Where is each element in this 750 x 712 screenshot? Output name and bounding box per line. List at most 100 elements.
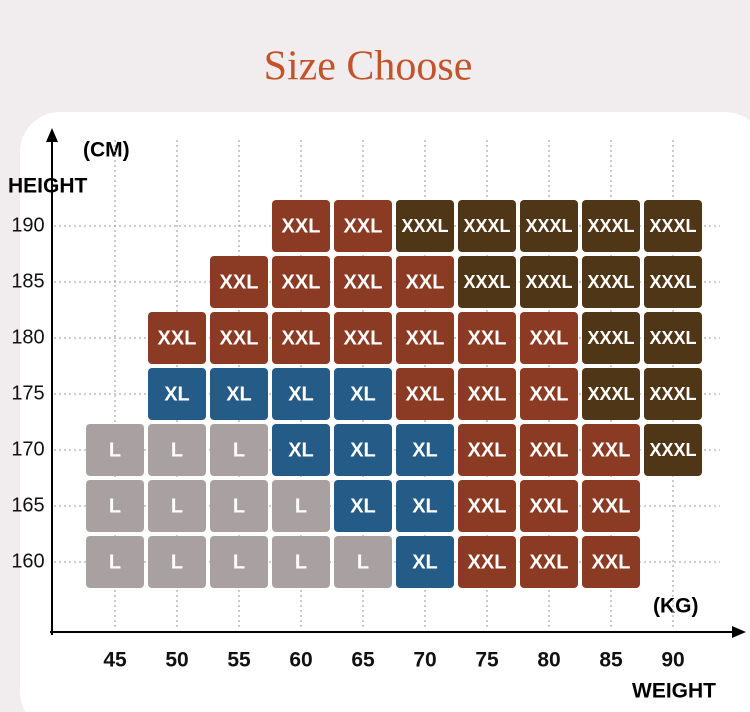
x-tick-label: 65 xyxy=(351,649,375,672)
size-label: XXL xyxy=(406,383,445,405)
size-cell xyxy=(520,480,578,532)
x-arrow xyxy=(732,626,746,638)
size-cell xyxy=(644,256,702,308)
size-label: XL xyxy=(164,383,190,405)
size-label: XL xyxy=(350,383,376,405)
size-label: XXL xyxy=(530,327,569,349)
size-cell xyxy=(582,312,640,364)
size-cell xyxy=(396,480,454,532)
size-cell xyxy=(520,312,578,364)
size-cell xyxy=(334,480,392,532)
size-cell xyxy=(582,424,640,476)
x-tick-label: 80 xyxy=(537,649,560,672)
size-label: XXL xyxy=(468,495,507,517)
size-label: L xyxy=(233,439,245,461)
size-cell xyxy=(396,256,454,308)
size-cell xyxy=(334,256,392,308)
size-cell xyxy=(396,368,454,420)
size-cell xyxy=(272,368,330,420)
size-cell xyxy=(582,200,640,252)
size-cell xyxy=(334,536,392,588)
size-label: XXL xyxy=(220,271,259,293)
size-cell xyxy=(148,424,206,476)
size-cell xyxy=(520,200,578,252)
x-tick-label: 55 xyxy=(227,649,251,672)
y-tick-label: 180 xyxy=(11,326,44,348)
size-cell xyxy=(458,480,516,532)
size-label: XXL xyxy=(468,327,507,349)
x-tick-label: 70 xyxy=(413,649,436,672)
size-cell xyxy=(458,200,516,252)
size-cell xyxy=(458,424,516,476)
x-unit: (KG) xyxy=(653,595,699,618)
size-cell xyxy=(458,256,516,308)
size-cell xyxy=(210,312,268,364)
size-label: XL xyxy=(412,495,438,517)
y-unit: (CM) xyxy=(83,139,130,162)
size-cell xyxy=(210,368,268,420)
size-label: XXL xyxy=(282,215,321,237)
size-label: L xyxy=(171,495,183,517)
size-label: L xyxy=(109,439,121,461)
size-label: L xyxy=(295,495,307,517)
size-cell xyxy=(582,368,640,420)
size-cell xyxy=(644,368,702,420)
title: Size Choose xyxy=(264,44,473,90)
size-label: XL xyxy=(226,383,252,405)
size-label: XXXL xyxy=(649,272,696,292)
size-cell xyxy=(210,536,268,588)
x-label: WEIGHT xyxy=(632,680,716,703)
size-cell xyxy=(210,256,268,308)
size-cell xyxy=(520,536,578,588)
size-cell xyxy=(396,312,454,364)
size-cell xyxy=(148,368,206,420)
size-label: XXXL xyxy=(463,216,510,236)
size-label: XL xyxy=(350,495,376,517)
size-label: XXL xyxy=(282,327,321,349)
size-label: XXXL xyxy=(587,272,634,292)
size-label: L xyxy=(171,439,183,461)
size-label: XXXL xyxy=(587,216,634,236)
size-label: L xyxy=(233,551,245,573)
size-cell xyxy=(582,536,640,588)
size-label: L xyxy=(109,551,121,573)
size-cell xyxy=(334,200,392,252)
size-label: XXL xyxy=(468,383,507,405)
size-label: XXL xyxy=(344,271,383,293)
y-label: HEIGHT xyxy=(8,175,88,198)
size-label: XL xyxy=(412,551,438,573)
size-label: XXXL xyxy=(525,272,572,292)
size-cell xyxy=(458,312,516,364)
size-label: L xyxy=(233,495,245,517)
size-label: XL xyxy=(412,439,438,461)
y-arrow xyxy=(46,128,58,142)
size-cell xyxy=(148,312,206,364)
size-label: XXXL xyxy=(649,328,696,348)
size-label: XXXL xyxy=(649,440,696,460)
size-label: XXXL xyxy=(525,216,572,236)
size-label: XXXL xyxy=(587,328,634,348)
size-cell xyxy=(272,312,330,364)
size-label: XXXL xyxy=(401,216,448,236)
size-cell xyxy=(396,424,454,476)
x-tick-label: 75 xyxy=(475,649,499,672)
size-label: XXL xyxy=(468,439,507,461)
size-label: XXXL xyxy=(649,384,696,404)
x-tick-label: 90 xyxy=(661,649,684,672)
size-cell xyxy=(148,536,206,588)
size-label: XXXL xyxy=(587,384,634,404)
size-label: XXL xyxy=(220,327,259,349)
size-cell xyxy=(520,424,578,476)
size-label: XXL xyxy=(344,215,383,237)
size-label: XXL xyxy=(530,551,569,573)
size-label: L xyxy=(357,551,369,573)
size-label: XXXL xyxy=(649,216,696,236)
size-label: XXXL xyxy=(463,272,510,292)
size-label: XXL xyxy=(158,327,197,349)
size-label: L xyxy=(295,551,307,573)
x-tick-label: 60 xyxy=(289,649,312,672)
size-label: XL xyxy=(288,439,314,461)
size-cell xyxy=(582,256,640,308)
size-cell xyxy=(272,256,330,308)
